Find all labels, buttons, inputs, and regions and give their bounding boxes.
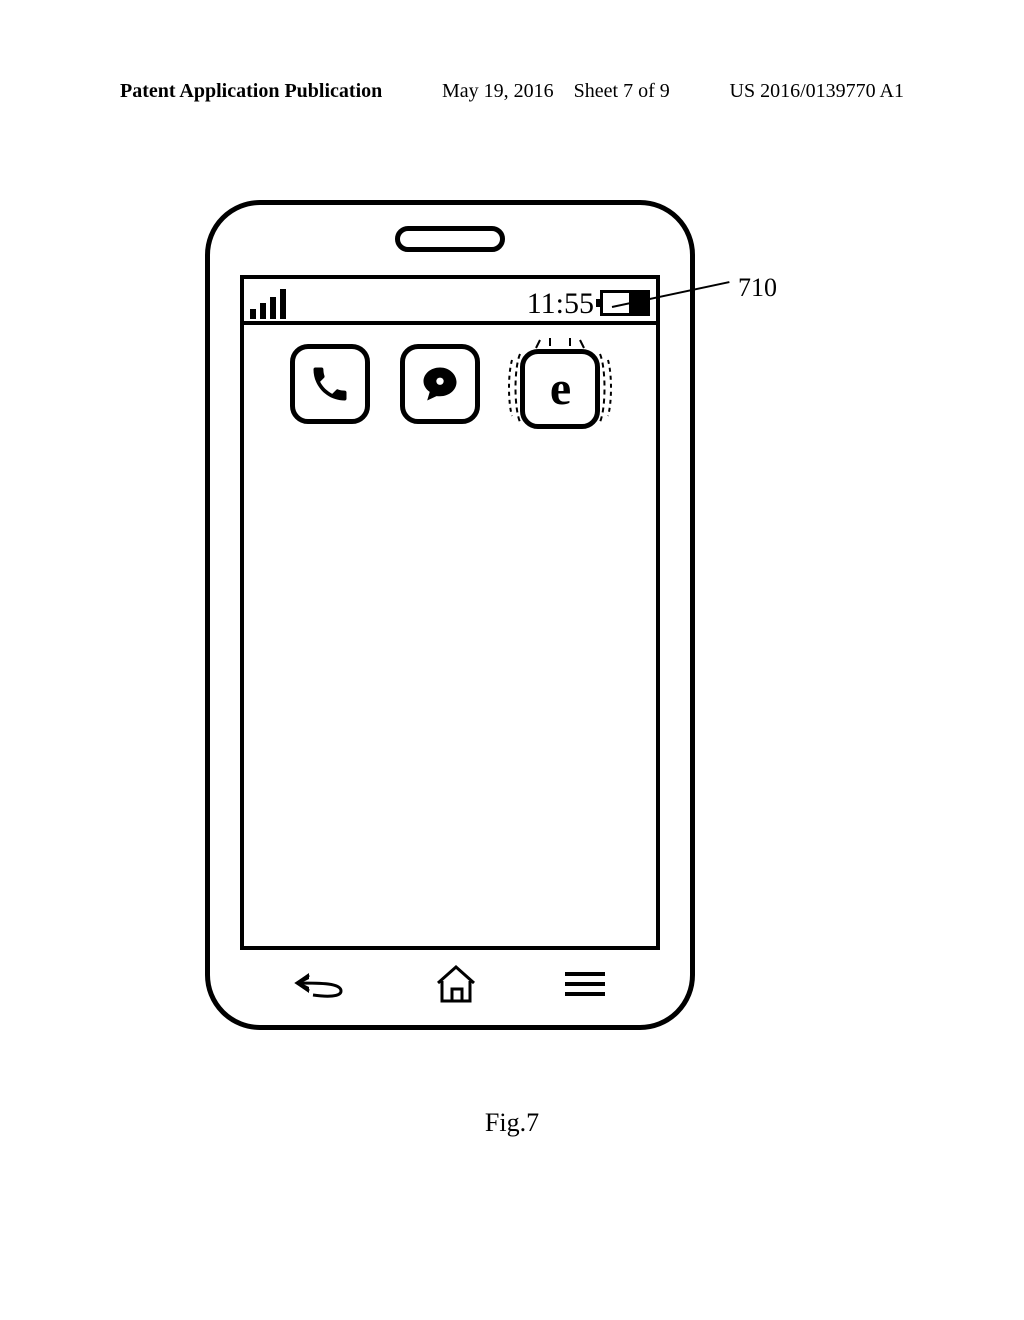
signal-bar-2 <box>260 303 266 319</box>
screen: 11:55 <box>240 275 660 950</box>
status-bar: 11:55 <box>244 279 656 325</box>
header-pub-number: US 2016/0139770 A1 <box>730 80 904 103</box>
signal-bar-3 <box>270 297 276 319</box>
patent-page: Patent Application Publication May 19, 2… <box>0 0 1024 1320</box>
browser-app-shaking: e <box>510 344 610 434</box>
page-header: Patent Application Publication May 19, 2… <box>120 80 904 103</box>
status-right: 11:55 <box>527 289 650 319</box>
phone-body: 11:55 <box>205 200 695 1030</box>
header-date-sheet: May 19, 2016 Sheet 7 of 9 <box>442 80 670 103</box>
home-button[interactable] <box>432 963 480 1010</box>
browser-app-icon[interactable]: e <box>520 349 600 429</box>
nav-bar <box>210 964 690 1009</box>
browser-icon-glyph: e <box>550 365 570 413</box>
phone-app-icon[interactable] <box>290 344 370 424</box>
chat-app-icon[interactable] <box>400 344 480 424</box>
phone-figure: 11:55 <box>205 200 695 1030</box>
app-icon-row: e <box>244 344 656 434</box>
header-publication-type: Patent Application Publication <box>120 80 382 103</box>
reference-number: 710 <box>738 275 777 301</box>
back-button[interactable] <box>291 967 351 1006</box>
speaker-slot <box>395 226 505 252</box>
signal-icon <box>250 279 286 319</box>
clock: 11:55 <box>527 289 594 319</box>
home-icon <box>432 963 480 1005</box>
header-date: May 19, 2016 <box>442 80 554 102</box>
back-icon <box>291 967 351 1001</box>
signal-bar-1 <box>250 309 256 319</box>
menu-button[interactable] <box>561 969 609 1004</box>
menu-icon <box>561 969 609 999</box>
header-sheet: Sheet 7 of 9 <box>574 80 670 102</box>
chat-bubble-icon <box>418 362 462 406</box>
phone-handset-icon <box>308 362 352 406</box>
figure-label: Fig.7 <box>0 1110 1024 1136</box>
signal-bar-4 <box>280 289 286 319</box>
